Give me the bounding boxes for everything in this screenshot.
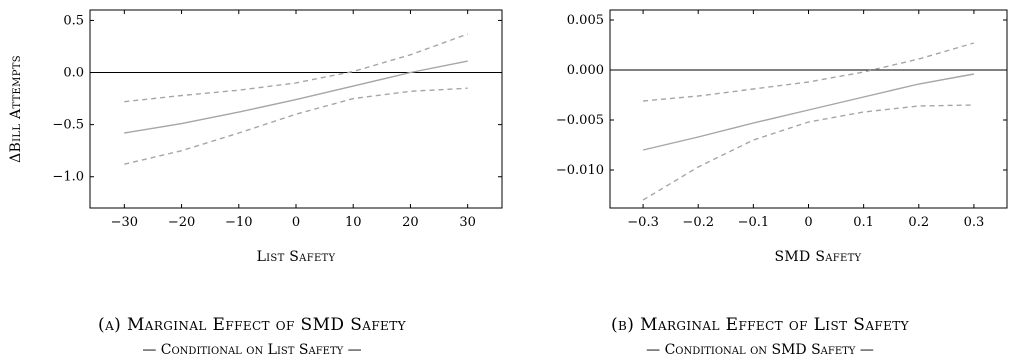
panel-b-y-tick-label: 0.005 — [567, 13, 604, 28]
panel-b-estimate-line — [642, 73, 975, 151]
panel-b-x-tick-label: 0.2 — [908, 215, 929, 230]
panel-b-x-tick-label: −0.2 — [682, 215, 714, 230]
panel-a-x-tick-label: −30 — [111, 215, 138, 230]
panel-b-x-tick-label: 0 — [804, 215, 812, 230]
panel-a-y-tick-label: −1.0 — [52, 170, 84, 185]
panel-a-caption: (a) Marginal Effect of SMD Safety — [98, 315, 407, 335]
panel-b-y-tick-label: −0.005 — [556, 113, 604, 128]
panel-a-upper-ci-line — [124, 33, 468, 103]
panel-a-x-axis-label: List Safety — [257, 249, 336, 265]
panel-b-x-tick-label: −0.1 — [738, 215, 770, 230]
panel-a: −30 −20 −10 0 10 20 30 0.5 0.0 −0.5 −1.0 List Safe… — [8, 9, 503, 358]
panel-a-x-tick-label: −20 — [168, 215, 195, 230]
panel-b-y-tick-label: −0.010 — [556, 163, 604, 178]
panel-b-upper-ci-line — [643, 42, 975, 102]
panel-a-y-axis-label: ΔBill Attempts — [8, 55, 24, 163]
panel-b-subcaption: — Conditional on SMD Safety — — [646, 342, 874, 358]
panel-b-y-tick-label: 0.000 — [567, 63, 604, 78]
panel-a-y-tick-label: −0.5 — [52, 118, 84, 133]
panel-a-x-tick-label: 20 — [402, 215, 419, 230]
panel-b-lower-ci-line — [642, 104, 974, 201]
panel-b-x-tick-label: 0.3 — [964, 215, 985, 230]
panel-b: −0.3 −0.2 −0.1 0 0.1 0.2 0.3 0.005 0.000 −0.005 −0… — [556, 9, 1008, 358]
panel-a-frame — [89, 9, 503, 209]
panel-b-marks: −0.3 −0.2 −0.1 0 0.1 0.2 0.3 0.005 0.000 −0.005 −0… — [556, 10, 1007, 230]
panel-a-x-tick-label: −10 — [225, 215, 252, 230]
panel-a-x-tick-label: 10 — [345, 215, 362, 230]
panel-b-x-tick-label: −0.3 — [627, 215, 659, 230]
panel-a-subcaption: — Conditional on List Safety — — [142, 342, 361, 358]
panel-b-frame — [609, 9, 1008, 209]
panel-a-x-tick-label: 30 — [459, 215, 476, 230]
panel-a-y-tick-label: 0.0 — [63, 66, 84, 81]
panel-a-lower-ci-line — [124, 87, 468, 165]
panel-b-x-tick-label: 0.1 — [853, 215, 874, 230]
panel-a-y-tick-label: 0.5 — [63, 13, 84, 28]
panel-a-estimate-line — [124, 60, 468, 134]
panel-a-marks: −30 −20 −10 0 10 20 30 0.5 0.0 −0.5 −1.0 — [52, 10, 502, 230]
panel-b-x-axis-label: SMD Safety — [775, 249, 862, 265]
panel-b-caption: (b) Marginal Effect of List Safety — [611, 315, 910, 335]
panel-a-x-tick-label: 0 — [292, 215, 300, 230]
